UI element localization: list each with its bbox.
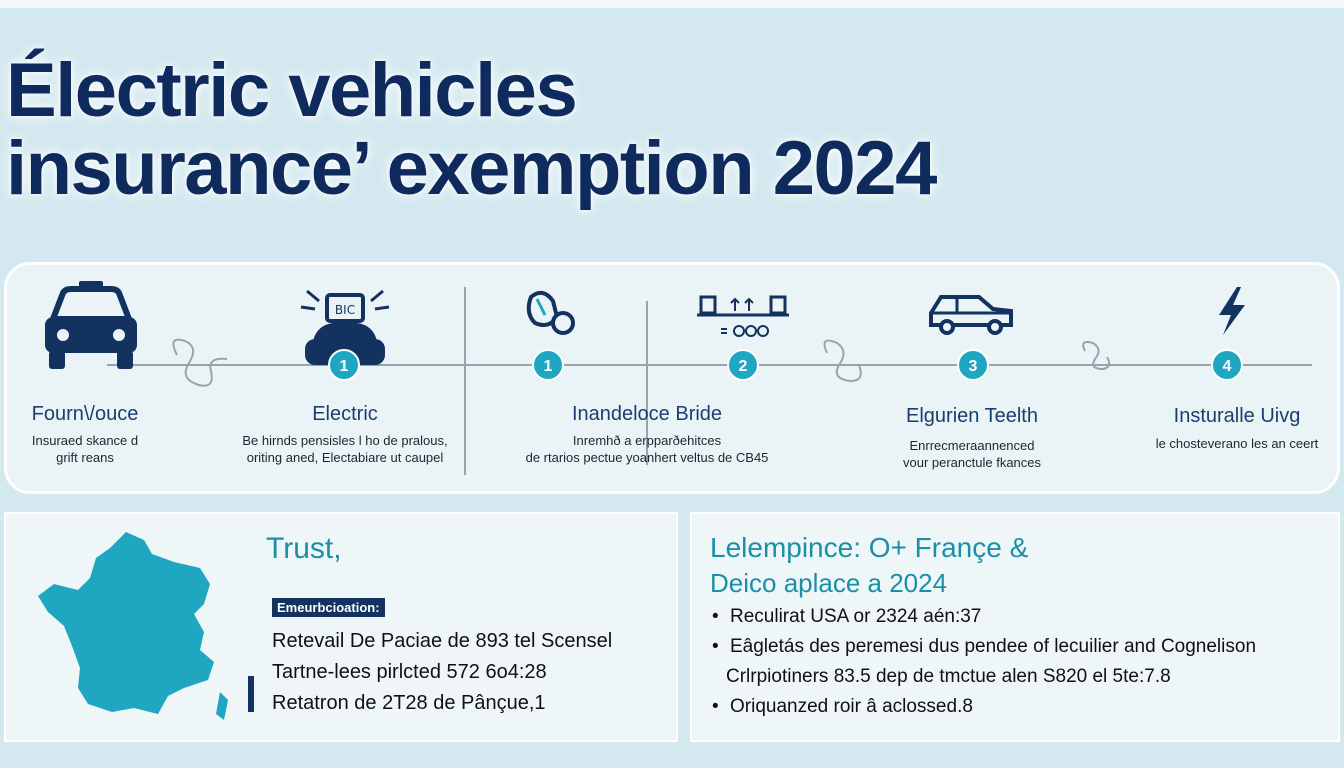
step-desc-line-2: de rtarios pectue yoanhert veltus de CB4… [525, 450, 769, 465]
list-item: Reculirat USA or 2324 aén:37 [712, 602, 1256, 632]
step-desc-line-2: vour peranctule fkances [902, 455, 1042, 470]
top-bar [0, 0, 1344, 8]
bullet-list: Reculirat USA or 2324 aén:37 Eâgletás de… [712, 602, 1256, 722]
step-title: Elgurien Teelth [906, 405, 1038, 427]
step-desc-line-2: grift reans [56, 450, 114, 465]
france-map-icon [38, 532, 228, 720]
info-line: Retatron de 2T28 de Pânçue,1 [272, 692, 546, 714]
step-title: Inandeloce Bride [571, 403, 723, 425]
step-desc-line-1: Enrrecmeraannenced [909, 438, 1035, 453]
step-title: Fourn\/ouce [31, 403, 139, 425]
panel-heading: Trust, [266, 532, 342, 565]
lightning-bolt-icon [1219, 287, 1245, 335]
step-desc-line-2: oriting aned, Electabiare ut caupel [246, 450, 444, 465]
panel-heading-line-2: Deico aplace a 2024 [710, 568, 948, 598]
list-item: Crlrpiotiners 83.5 dep de tmctue alen S8… [726, 666, 1171, 687]
step-desc-line-1: le chosteverano les an ceert [1155, 436, 1319, 451]
info-line: Retevail De Paciae de 893 tel Scensel [272, 630, 613, 652]
step-number-badge: 2 [727, 349, 759, 381]
exemption-info-panel: Lelempince: O+ Françe & Deico aplace a 2… [690, 512, 1340, 742]
title-line-2: insurance’ exemption 2024 [6, 126, 937, 211]
title-line-1: Électric vehicles [6, 48, 578, 133]
accent-bar [248, 676, 254, 712]
step-desc-line-1: Insuraed skance d [31, 433, 139, 448]
step-desc-line-1: Be hirnds pensisles l ho de pralous, [242, 433, 448, 448]
step-title: Insturalle Uivg [1173, 405, 1301, 427]
panel-heading-line-1: Lelempince: O+ Françe & [710, 532, 1029, 563]
step-title: Electric [312, 403, 378, 425]
france-info-panel: Trust, Emeurbcioation: Retevail De Pacia… [4, 512, 678, 742]
car-front-icon [45, 281, 137, 369]
step-number-badge: 1 [328, 349, 360, 381]
step-number-badge: 3 [957, 349, 989, 381]
timeline-connector [107, 287, 1312, 475]
list-item: Oriquanzed roir â aclossed.8 [712, 692, 1256, 722]
charging-station-icon [697, 295, 789, 337]
step-desc-line-1: Inremhð a erpparðehitces [572, 433, 722, 448]
svg-text:BIC: BIC [335, 303, 355, 317]
page-title: Électric vehicles insurance’ exemption 2… [6, 48, 937, 211]
suv-side-icon [929, 295, 1013, 335]
step-number-badge: 4 [1211, 349, 1243, 381]
section-tag: Emeurbcioation: [272, 598, 385, 617]
step-number-badge: 1 [532, 349, 564, 381]
list-item: Eâgletás des peremesi dus pendee of lecu… [712, 632, 1256, 662]
timeline-panel: Fourn\/ouce Insuraed skance d grift rean… [4, 262, 1340, 494]
info-line: Tartne-lees pirlcted 572 6o4:28 [272, 661, 547, 683]
battery-plug-icon [526, 290, 575, 335]
